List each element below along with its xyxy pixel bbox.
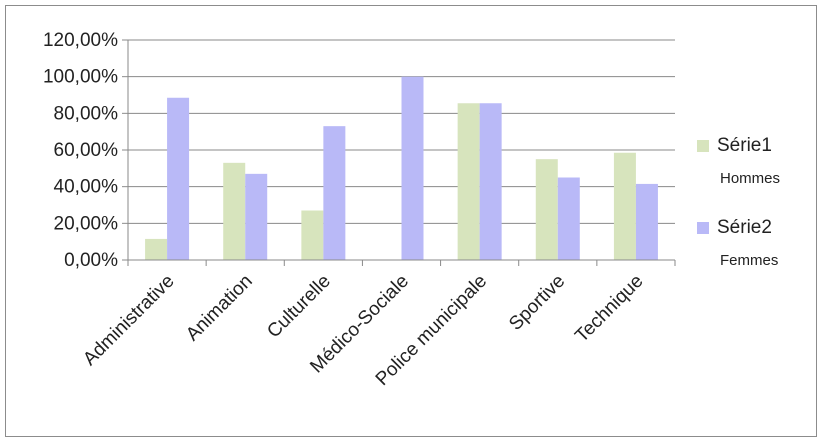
bar-s-rie1-0 (145, 238, 168, 260)
x-category-label: Sportive (505, 271, 569, 335)
y-tick-label: 120,00% (43, 30, 118, 51)
bar-s-rie2-6 (635, 183, 658, 260)
legend-label: Série2 (717, 217, 772, 238)
bar-s-rie2-3 (401, 76, 424, 261)
bar-s-rie2-1 (245, 173, 268, 260)
bar-s-rie1-5 (535, 159, 558, 260)
bar-s-rie1-4 (457, 103, 480, 260)
bar-s-rie1-6 (613, 152, 636, 260)
bar-s-rie1-1 (223, 162, 246, 260)
y-tick-label: 20,00% (54, 213, 119, 234)
legend-label: Série1 (717, 135, 772, 156)
bar-s-rie1-2 (301, 210, 324, 260)
legend-swatch (697, 222, 709, 234)
x-category-label: Animation (182, 271, 257, 346)
bar-s-rie2-5 (557, 177, 580, 260)
x-category-label: Technique (571, 271, 647, 347)
bar-s-rie2-0 (167, 97, 190, 260)
legend-note: Femmes (720, 252, 778, 269)
legend-note: Hommes (720, 170, 780, 187)
y-tick-label: 60,00% (54, 140, 119, 161)
bar-s-rie2-4 (479, 103, 502, 260)
y-tick-label: 40,00% (54, 177, 119, 198)
y-tick-label: 80,00% (54, 103, 119, 124)
y-tick-label: 0,00% (64, 250, 118, 271)
x-category-label: Culturelle (263, 271, 335, 343)
y-tick-label: 100,00% (43, 67, 118, 88)
bar-s-rie2-2 (323, 126, 346, 261)
legend-swatch (697, 140, 709, 152)
x-category-label: Administrative (79, 271, 178, 370)
